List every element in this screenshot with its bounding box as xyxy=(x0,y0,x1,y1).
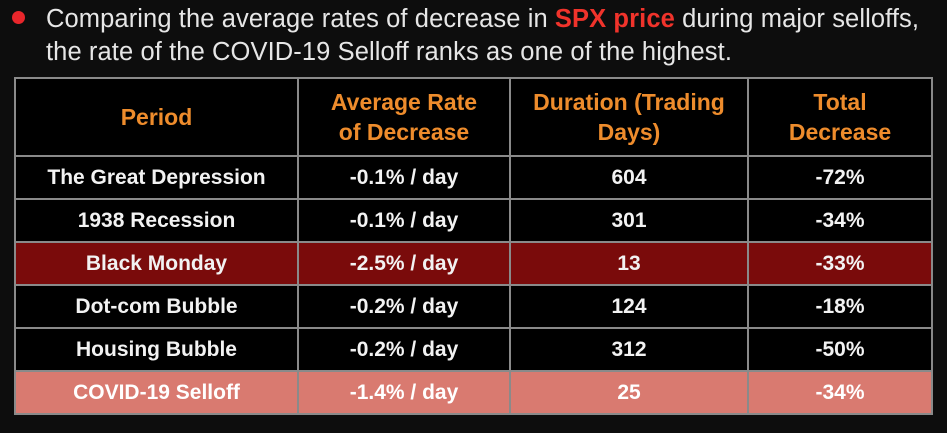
bullet-text-before: Comparing the average rates of decrease … xyxy=(46,5,555,33)
cell-period: Housing Bubble xyxy=(14,327,299,372)
cell-duration: 124 xyxy=(509,284,749,329)
bullet-text: Comparing the average rates of decrease … xyxy=(46,3,938,69)
cell-period: Dot-com Bubble xyxy=(14,284,299,329)
cell-rate: -1.4% / day xyxy=(297,370,511,415)
cell-period: COVID-19 Selloff xyxy=(14,370,299,415)
table-row: 1938 Recession -0.1% / day 301 -34% xyxy=(14,198,933,243)
cell-duration: 301 xyxy=(509,198,749,243)
header-total-decrease-label: Total Decrease xyxy=(788,89,892,145)
bullet-dot-icon xyxy=(12,11,25,24)
table-header-row: Period Average Rate of Decrease Duration… xyxy=(14,77,933,157)
table-row: Dot-com Bubble -0.2% / day 124 -18% xyxy=(14,284,933,329)
header-average-rate: Average Rate of Decrease xyxy=(297,77,511,157)
cell-total: -72% xyxy=(747,155,933,200)
cell-rate: -0.1% / day xyxy=(297,155,511,200)
table-row: Housing Bubble -0.2% / day 312 -50% xyxy=(14,327,933,372)
cell-duration: 25 xyxy=(509,370,749,415)
cell-duration: 13 xyxy=(509,241,749,286)
bullet-point: Comparing the average rates of decrease … xyxy=(8,3,938,69)
cell-total: -34% xyxy=(747,198,933,243)
cell-rate: -0.2% / day xyxy=(297,327,511,372)
cell-total: -33% xyxy=(747,241,933,286)
cell-period: Black Monday xyxy=(14,241,299,286)
header-total-decrease: Total Decrease xyxy=(747,77,933,157)
header-period: Period xyxy=(14,77,299,157)
table-row-highlighted-covid: COVID-19 Selloff -1.4% / day 25 -34% xyxy=(14,370,933,415)
cell-total: -34% xyxy=(747,370,933,415)
cell-period: The Great Depression xyxy=(14,155,299,200)
cell-rate: -0.2% / day xyxy=(297,284,511,329)
cell-rate: -2.5% / day xyxy=(297,241,511,286)
bullet-text-after: during major selloffs, the rate of the C… xyxy=(46,5,920,66)
cell-total: -18% xyxy=(747,284,933,329)
cell-period: 1938 Recession xyxy=(14,198,299,243)
cell-duration: 604 xyxy=(509,155,749,200)
selloff-comparison-table: Period Average Rate of Decrease Duration… xyxy=(14,77,933,415)
header-duration-label: Duration (Trading Days) xyxy=(533,89,725,145)
table-row-highlighted-black-monday: Black Monday -2.5% / day 13 -33% xyxy=(14,241,933,286)
header-duration: Duration (Trading Days) xyxy=(509,77,749,157)
bullet-highlight: SPX price xyxy=(554,5,675,33)
cell-rate: -0.1% / day xyxy=(297,198,511,243)
cell-duration: 312 xyxy=(509,327,749,372)
header-average-rate-label: Average Rate of Decrease xyxy=(330,89,478,145)
table-row: The Great Depression -0.1% / day 604 -72… xyxy=(14,155,933,200)
cell-total: -50% xyxy=(747,327,933,372)
